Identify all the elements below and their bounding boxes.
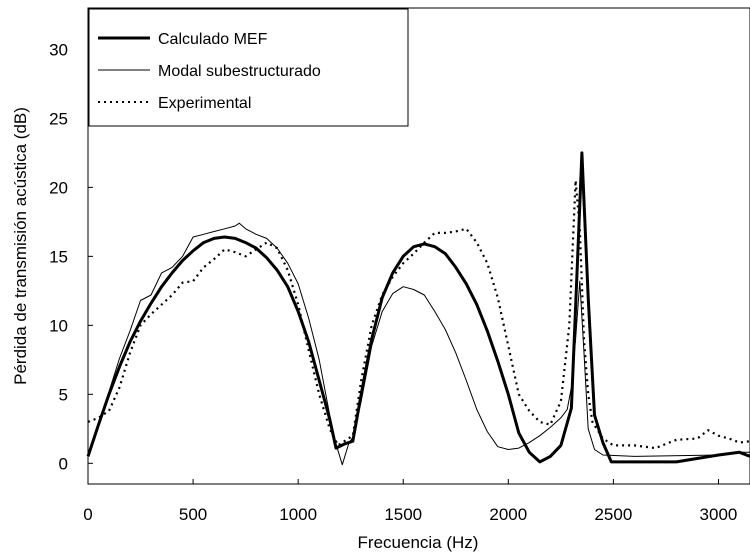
y-tick-label: 5 <box>59 385 68 404</box>
x-tick-label: 500 <box>179 505 207 524</box>
y-axis-ticks: 0 5 10 15 20 25 30 <box>49 40 93 473</box>
y-tick-label: 20 <box>49 178 68 197</box>
y-tick-label: 30 <box>49 40 68 59</box>
y-axis-title: Pérdida de transmisión acústica (dB) <box>11 107 30 385</box>
legend-label-experimental: Experimental <box>158 95 251 112</box>
legend: Calculado MEF Modal subestructurado Expe… <box>88 8 409 127</box>
x-tick-label: 1000 <box>279 505 317 524</box>
x-tick-label: 2000 <box>489 505 527 524</box>
x-tick-label: 2500 <box>594 505 632 524</box>
series-line-calculado-mef <box>86 151 750 464</box>
x-axis-ticks: 0 500 1000 1500 2000 2500 3000 <box>83 479 737 524</box>
legend-box <box>88 8 409 127</box>
series-layer <box>86 151 750 466</box>
y-tick-label: 15 <box>49 247 68 266</box>
legend-label-modal-subestructurado: Modal subestructurado <box>158 63 321 80</box>
y-tick-label: 25 <box>49 109 68 128</box>
y-tick-label: 10 <box>49 316 68 335</box>
legend-label-calculado-mef: Calculado MEF <box>158 31 268 48</box>
y-tick-label: 0 <box>59 454 68 473</box>
x-tick-label: 3000 <box>700 505 738 524</box>
x-axis-title: Frecuencia (Hz) <box>358 533 479 552</box>
x-tick-label: 0 <box>83 505 92 524</box>
x-tick-label: 1500 <box>384 505 422 524</box>
